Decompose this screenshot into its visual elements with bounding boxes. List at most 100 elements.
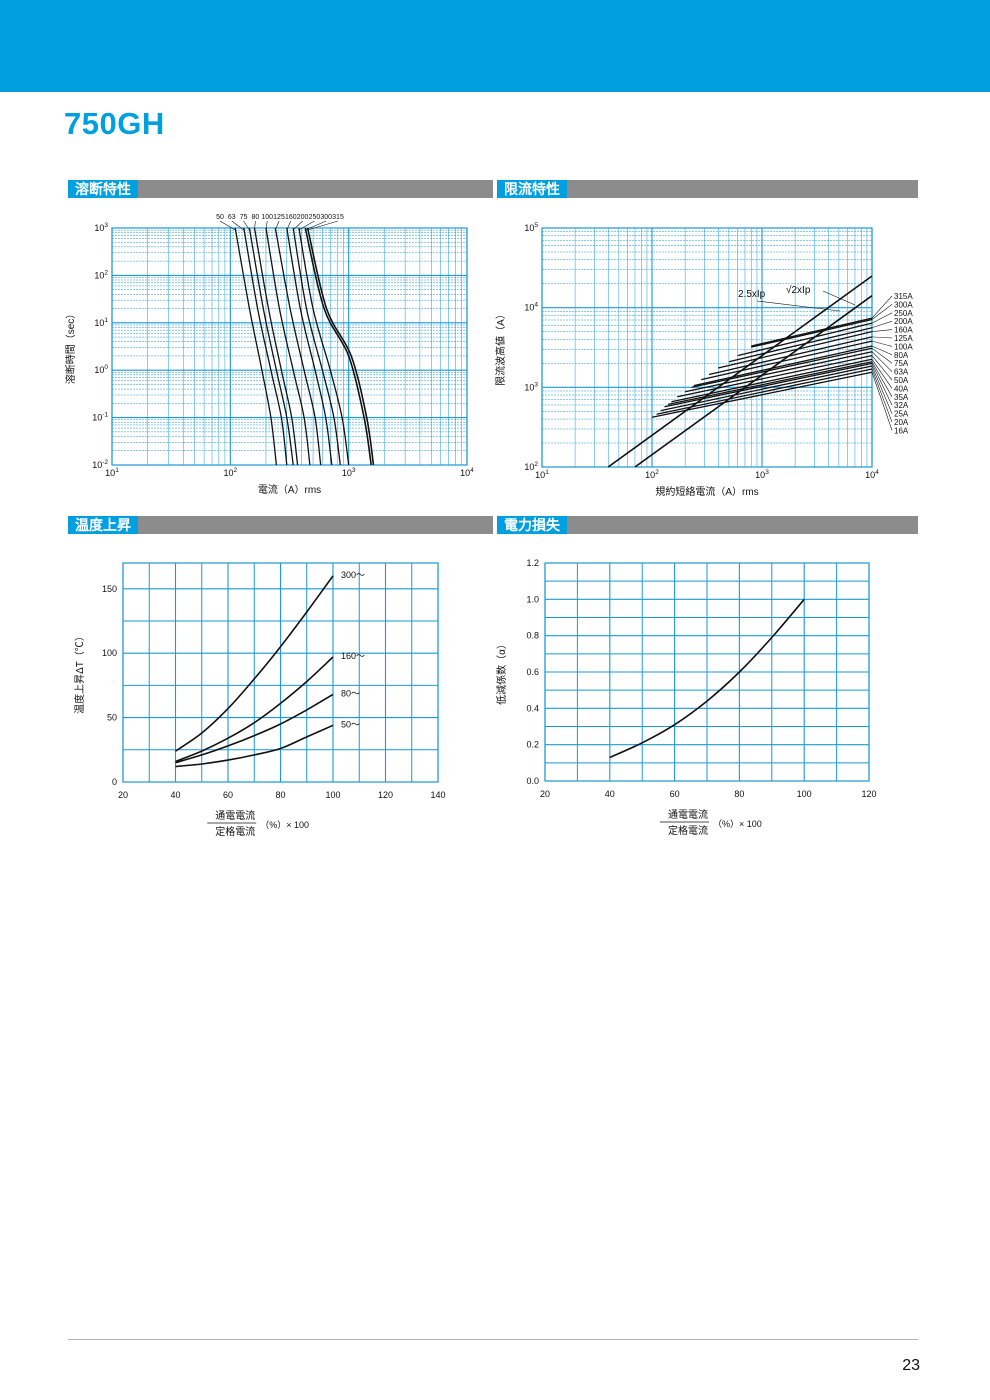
x-tick-label: 20 bbox=[118, 790, 128, 800]
rating-leader bbox=[871, 355, 893, 381]
x-axis-label: 電流（A）rms bbox=[258, 483, 321, 496]
x-tick-label: 20 bbox=[540, 789, 550, 799]
top-banner bbox=[0, 0, 990, 92]
y-tick-label: 103 bbox=[94, 222, 108, 233]
limit-curve-16A bbox=[651, 371, 873, 418]
limit-curve-50A bbox=[677, 354, 873, 398]
y-tick-label: 0.8 bbox=[526, 631, 539, 641]
curve-label-leader bbox=[243, 220, 250, 231]
melting-characteristics-chart: 101 102 103 104 103 102 101 100 10-1 10-2 電流（A）rms… bbox=[64, 214, 474, 496]
x-tick-label: 40 bbox=[170, 790, 180, 800]
curve-rating-label: 300 bbox=[320, 214, 332, 221]
y-axis-label: 限流波高値（A） bbox=[495, 309, 507, 386]
rating-label: 20A bbox=[894, 418, 909, 427]
x-tick-label: 104 bbox=[460, 467, 474, 478]
power-loss-curve bbox=[609, 598, 805, 759]
y-tick-label: 150 bbox=[102, 584, 117, 594]
melting-curve-200 bbox=[292, 227, 341, 466]
x-tick-label: 60 bbox=[223, 790, 233, 800]
y-tick-label: 101 bbox=[94, 317, 108, 328]
rating-leader bbox=[871, 345, 893, 356]
limit-curve-35A bbox=[667, 361, 873, 406]
curve-rating-label: 63 bbox=[228, 214, 236, 221]
melting-curve-315 bbox=[306, 227, 375, 466]
x-axis-label-denominator: 定格電流 bbox=[668, 824, 708, 837]
curve-rating-label: 315 bbox=[332, 214, 344, 221]
limit-curve-315A bbox=[751, 317, 873, 347]
melting-curve-250 bbox=[298, 227, 350, 466]
limit-curve-25A bbox=[660, 365, 873, 412]
curve-label-leader bbox=[231, 220, 244, 231]
curve-rating-label: 50 bbox=[216, 214, 224, 221]
section-bar-limiting: 限流特性 bbox=[497, 180, 918, 198]
melting-curve-125 bbox=[274, 227, 322, 466]
x-tick-label: 102 bbox=[645, 469, 659, 480]
series-label: 50〜 bbox=[341, 719, 360, 729]
melting-curve-300 bbox=[304, 227, 372, 466]
rating-label: 32A bbox=[894, 401, 909, 410]
rating-leader bbox=[871, 351, 893, 372]
curve-label-leader bbox=[265, 220, 268, 231]
y-tick-label: 1.0 bbox=[526, 594, 539, 604]
curve-label-leader bbox=[298, 220, 315, 231]
plot-frame bbox=[544, 562, 870, 782]
temperature-rise-chart: 20 40 60 80 100 120 140 0 50 100 150 温度上昇ΔT（℃） 通電電流定… bbox=[73, 562, 446, 838]
rating-leader bbox=[871, 359, 893, 389]
curve-rating-label: 200 bbox=[297, 214, 309, 221]
limit-curve-160A bbox=[718, 330, 873, 369]
series-label: 80〜 bbox=[341, 688, 360, 698]
melting-curve-63 bbox=[243, 227, 288, 466]
melting-curve-100 bbox=[265, 227, 311, 466]
temperature-curve bbox=[175, 724, 334, 768]
y-tick-label: 1.2 bbox=[526, 558, 539, 568]
limit-curve-40A bbox=[671, 358, 873, 403]
footer-rule bbox=[68, 1339, 918, 1340]
curve-rating-label: 125 bbox=[273, 214, 285, 221]
plot-frame bbox=[122, 562, 439, 783]
y-tick-label: 0.2 bbox=[526, 740, 539, 750]
rating-label: 50A bbox=[894, 376, 909, 385]
y-tick-label: 10-1 bbox=[92, 412, 108, 423]
y-tick-label: 100 bbox=[102, 648, 117, 658]
x-tick-label: 102 bbox=[224, 467, 238, 478]
rating-label: 25A bbox=[894, 410, 909, 419]
curve-rating-label: 75 bbox=[240, 214, 248, 221]
x-tick-label: 100 bbox=[797, 789, 812, 799]
limit-curve-125A bbox=[708, 336, 873, 376]
rating-leader bbox=[871, 363, 893, 406]
rating-leader bbox=[871, 340, 893, 347]
curve-rating-label: 160 bbox=[285, 214, 297, 221]
temperature-curve bbox=[175, 656, 334, 763]
curve-label-leader bbox=[305, 220, 327, 231]
y-tick-label: 102 bbox=[524, 461, 538, 472]
y-tick-label: 102 bbox=[94, 269, 108, 280]
y-axis-label: 低減係数（α） bbox=[495, 639, 508, 705]
rating-label: 75A bbox=[894, 359, 909, 368]
x-tick-label: 104 bbox=[865, 469, 879, 480]
power-loss-chart: 20 40 60 80 100 120 0.0 0.2 0.4 0.6 0.8 1.0 1.2 低減係数（… bbox=[495, 558, 877, 837]
section-label-temperature: 温度上昇 bbox=[68, 516, 138, 534]
section-bar-temperature: 温度上昇 bbox=[68, 516, 493, 534]
current-limiting-chart: 101 102 103 104105104103102規約短絡電流（A）rms限流波高… bbox=[495, 222, 913, 498]
rating-label: 80A bbox=[894, 351, 909, 360]
y-tick-label: 0.0 bbox=[526, 776, 539, 786]
y-tick-label: 104 bbox=[524, 302, 538, 313]
rating-leader bbox=[871, 295, 893, 319]
y-tick-label: 105 bbox=[524, 222, 538, 233]
rating-leader bbox=[871, 368, 893, 423]
plot-frame bbox=[541, 227, 873, 468]
rating-label: 160A bbox=[894, 326, 913, 335]
limit-curve-20A bbox=[656, 368, 873, 415]
x-tick-label: 80 bbox=[275, 790, 285, 800]
limit-curve-200A bbox=[728, 327, 873, 363]
rating-label: 125A bbox=[894, 334, 913, 343]
page-number: 23 bbox=[902, 1357, 920, 1374]
limit-curve-300A bbox=[751, 318, 873, 348]
reference-line-sqrt2xip bbox=[634, 295, 873, 468]
page-title: 750GH bbox=[64, 106, 165, 141]
x-axis-label-suffix: （%）× 100 bbox=[260, 820, 309, 830]
curve-label-leader bbox=[293, 220, 303, 231]
reference-line-2-5xip bbox=[607, 275, 873, 468]
y-axis-label: 溶断時間（sec） bbox=[64, 309, 77, 385]
y-tick-label: 0.6 bbox=[526, 667, 539, 677]
